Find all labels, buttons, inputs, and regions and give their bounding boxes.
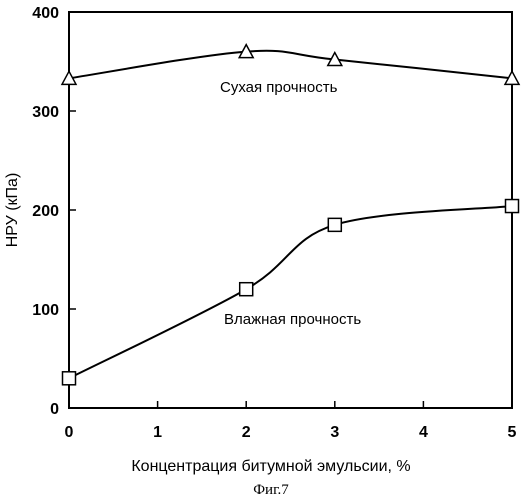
y-axis-title: НРУ (кПа) <box>4 173 21 248</box>
square-marker <box>63 372 76 385</box>
x-tick-label: 0 <box>65 424 74 441</box>
series-line-1 <box>69 206 512 378</box>
y-tick-label: 0 <box>50 401 59 418</box>
square-marker <box>328 218 341 231</box>
x-tick-label: 1 <box>153 424 162 441</box>
x-tick-label: 3 <box>330 424 339 441</box>
y-tick-label: 200 <box>32 203 59 220</box>
square-marker <box>506 200 519 213</box>
y-tick-label: 300 <box>32 104 59 121</box>
x-tick-label: 2 <box>242 424 251 441</box>
x-tick-label: 4 <box>419 424 428 441</box>
figure-caption: Фиг.7 <box>253 482 289 498</box>
x-tick-label: 5 <box>508 424 517 441</box>
y-tick-label: 400 <box>32 5 59 22</box>
square-marker <box>240 283 253 296</box>
series-line-0 <box>69 51 512 79</box>
x-axis-title: Концентрация битумной эмульсии, % <box>131 458 410 475</box>
series-label-dry-strength: Сухая прочность <box>220 79 338 96</box>
series-label-wet-strength: Влажная прочность <box>224 311 361 328</box>
y-tick-label: 100 <box>32 302 59 319</box>
